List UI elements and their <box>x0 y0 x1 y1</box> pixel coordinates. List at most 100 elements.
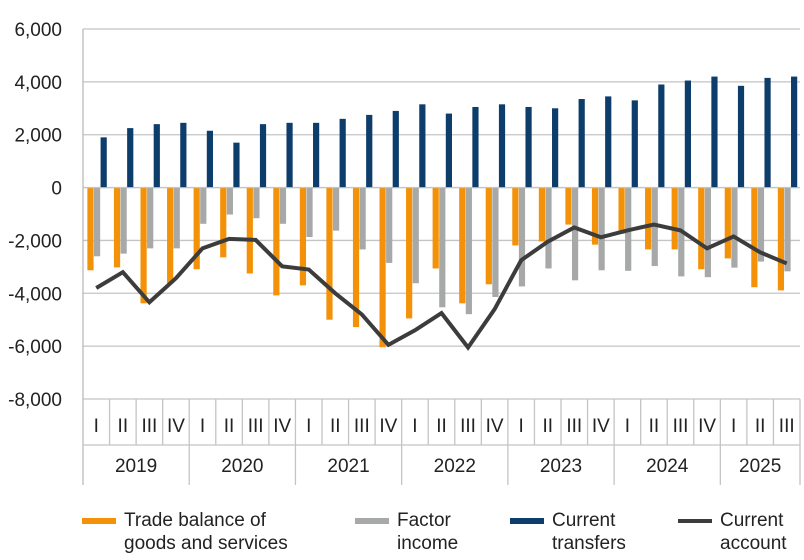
x-tick-label-year: 2024 <box>646 456 689 477</box>
bar-trade-balance-of-goods-and-services <box>326 187 333 320</box>
bar-factor-income <box>465 187 472 315</box>
y-tick-label: -4,000 <box>8 284 62 305</box>
x-tick-label-year: 2020 <box>221 456 263 477</box>
bar-trade-balance-of-goods-and-services <box>140 187 147 304</box>
x-tick-label-year: 2023 <box>540 456 582 477</box>
x-tick-label-quarter: IV <box>592 416 610 437</box>
y-tick-label: -2,000 <box>8 231 62 252</box>
legend-swatch-factor-income <box>355 518 389 524</box>
x-tick-label-quarter: IV <box>698 416 716 437</box>
bar-factor-income <box>784 187 791 272</box>
bar-current-transfers <box>339 118 346 188</box>
bar-trade-balance-of-goods-and-services <box>432 187 439 269</box>
bar-current-transfers <box>552 108 559 188</box>
bar-factor-income <box>306 187 313 237</box>
x-tick-label-quarter: III <box>141 416 157 437</box>
legend-item-current-account: Current account <box>678 509 787 555</box>
bar-current-transfers <box>366 114 373 188</box>
bar-current-transfers <box>472 106 479 188</box>
x-tick-label-quarter: IV <box>273 416 291 437</box>
bar-trade-balance-of-goods-and-services <box>220 187 227 258</box>
x-tick-label-quarter: II <box>542 416 553 437</box>
bar-current-transfers <box>445 113 452 188</box>
bar-factor-income <box>704 187 711 278</box>
x-tick-label-quarter: I <box>519 416 524 437</box>
bar-current-transfers <box>313 122 320 188</box>
x-tick-label-year: 2025 <box>739 456 781 477</box>
bar-current-transfers <box>233 142 240 188</box>
x-tick-label-year: 2019 <box>115 456 157 477</box>
x-tick-label-quarter: II <box>118 416 129 437</box>
x-tick-label-quarter: III <box>566 416 582 437</box>
x-tick-label-quarter: III <box>354 416 370 437</box>
bar-trade-balance-of-goods-and-services <box>485 187 492 285</box>
legend-label: Current <box>552 510 616 531</box>
bar-factor-income <box>253 187 260 219</box>
bar-factor-income <box>332 187 340 231</box>
bar-current-transfers <box>711 76 718 188</box>
bar-trade-balance-of-goods-and-services <box>645 187 652 250</box>
bar-factor-income <box>492 187 499 297</box>
bar-factor-income <box>651 187 658 267</box>
bar-current-transfers <box>153 124 160 188</box>
bar-current-transfers <box>286 122 293 188</box>
legend-label: Factor <box>397 510 451 531</box>
legend-label: Current <box>720 510 784 531</box>
bar-factor-income <box>200 187 207 224</box>
bar-current-transfers <box>100 137 107 188</box>
legend-label: goods and services <box>124 533 288 554</box>
x-tick-label-year: 2021 <box>327 456 369 477</box>
bar-factor-income <box>386 187 393 263</box>
x-tick-label-quarter: II <box>755 416 766 437</box>
bar-trade-balance-of-goods-and-services <box>751 187 758 288</box>
bar-factor-income <box>731 187 738 268</box>
bar-factor-income <box>571 187 579 281</box>
bar-trade-balance-of-goods-and-services <box>512 187 519 246</box>
legend-label: transfers <box>552 533 626 554</box>
bar-current-transfers <box>658 84 665 188</box>
bar-trade-balance-of-goods-and-services <box>406 187 413 319</box>
bar-trade-balance-of-goods-and-services <box>193 187 200 270</box>
bar-trade-balance-of-goods-and-services <box>777 187 785 291</box>
x-tick-label-quarter: II <box>330 416 341 437</box>
y-tick-label: 4,000 <box>14 73 62 94</box>
bar-factor-income <box>439 187 446 308</box>
legend-label: Trade balance of <box>124 510 266 531</box>
legend: Trade balance of goods and services Facto… <box>0 509 804 559</box>
bar-trade-balance-of-goods-and-services <box>352 187 360 328</box>
bar-factor-income <box>173 187 180 249</box>
bar-trade-balance-of-goods-and-services <box>167 187 174 284</box>
x-tick-label-quarter: III <box>248 416 264 437</box>
bar-factor-income <box>545 187 552 269</box>
x-tick-label-quarter: I <box>200 416 205 437</box>
bar-current-transfers <box>392 110 399 188</box>
legend-swatch-trade-balance <box>82 518 116 524</box>
bar-trade-balance-of-goods-and-services <box>459 187 466 304</box>
y-tick-label: 2,000 <box>14 126 62 147</box>
bar-trade-balance-of-goods-and-services <box>379 187 386 348</box>
y-tick-label: -6,000 <box>8 337 62 358</box>
bar-current-transfers <box>180 122 187 188</box>
legend-swatch-current-account <box>678 519 712 523</box>
bar-factor-income <box>120 187 127 254</box>
x-tick-label-quarter: I <box>94 416 99 437</box>
legend-item-trade-balance: Trade balance of goods and services <box>82 509 288 555</box>
x-tick-label-quarter: I <box>306 416 311 437</box>
legend-label: income <box>397 533 459 554</box>
bar-current-transfers <box>578 99 585 188</box>
bar-factor-income <box>359 187 366 250</box>
bar-trade-balance-of-goods-and-services <box>698 187 705 270</box>
bar-trade-balance-of-goods-and-services <box>724 187 731 259</box>
bar-current-transfers <box>605 96 612 188</box>
x-tick-label-quarter: II <box>649 416 660 437</box>
x-tick-label-quarter: IV <box>167 416 185 437</box>
y-tick-label: 6,000 <box>14 20 62 41</box>
bar-trade-balance-of-goods-and-services <box>618 187 625 234</box>
bar-factor-income <box>757 187 765 262</box>
bar-factor-income <box>518 187 526 287</box>
bar-current-transfers <box>684 80 691 188</box>
bar-current-transfers <box>419 104 426 188</box>
bar-current-transfers <box>525 106 532 188</box>
bar-trade-balance-of-goods-and-services <box>246 187 253 274</box>
